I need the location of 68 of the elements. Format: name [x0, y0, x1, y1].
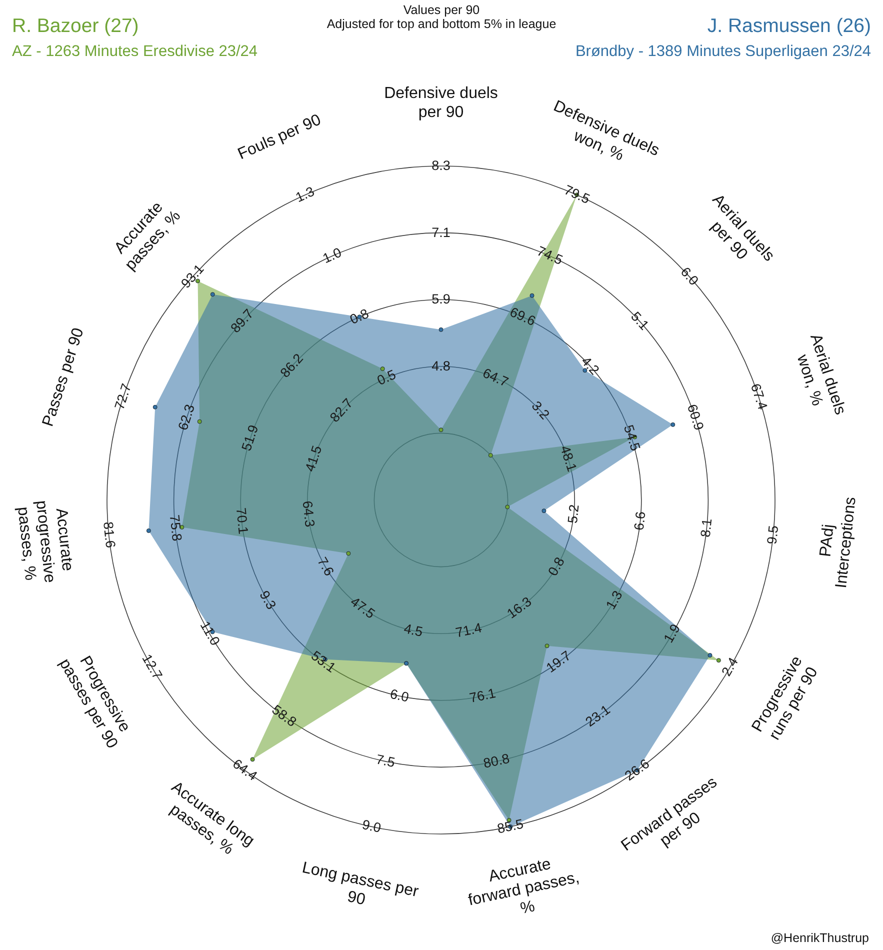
text: 4.5	[402, 620, 424, 640]
text: AZ - 1263 Minutes Eresdivise 23/24	[12, 43, 258, 60]
text: 85.5	[496, 816, 525, 836]
spoke-label: Passes per 90	[40, 326, 88, 429]
text: 53.1	[308, 648, 339, 676]
text: Brøndby - 1389 Minutes Superligaen 23/24	[575, 43, 872, 60]
text: 0.8	[348, 306, 371, 328]
text: 0.8	[545, 554, 568, 578]
text: 76.1	[468, 685, 497, 706]
text: 26.6	[622, 756, 652, 784]
text: 6.0	[388, 686, 410, 705]
text: 4.8	[432, 358, 450, 374]
text: 1.0	[320, 244, 344, 266]
text: 9.3	[256, 588, 280, 612]
text: 93.1	[178, 261, 207, 291]
text: 64.7	[480, 365, 511, 390]
text: 71.4	[454, 620, 484, 640]
text: 75.8	[166, 514, 185, 542]
text: 6.6	[631, 510, 648, 532]
text: 58.8	[269, 702, 300, 730]
text: 54.5	[620, 423, 644, 453]
text: 6.0	[678, 264, 702, 288]
text: @HenrikThustrup	[770, 931, 870, 945]
text: 1.9	[660, 621, 684, 646]
chart-title: Values per 90	[403, 3, 480, 17]
chart-subtitle: Adjusted for top and bottom 5% in league	[326, 17, 556, 31]
text: 60.9	[684, 402, 707, 432]
text: 5.1	[628, 308, 652, 333]
text: 7.6	[314, 554, 337, 578]
text: 16.3	[504, 594, 534, 622]
spoke-label: Aerial duels won, %	[792, 332, 849, 417]
text: 72.7	[112, 382, 134, 412]
text: 23.1	[582, 702, 613, 730]
text: 5.2	[564, 504, 582, 524]
text: J. Rasmussen (26)	[707, 15, 871, 37]
spoke-label: Long passes per 90	[300, 859, 421, 909]
text: 47.5	[348, 594, 378, 622]
text: R. Bazoer (27)	[12, 15, 139, 37]
text: 74.5	[534, 243, 565, 268]
spoke-label: Defensive duels per 90	[384, 85, 498, 122]
text: 67.4	[748, 382, 770, 412]
text: 19.7	[543, 648, 574, 676]
text: 62.3	[175, 402, 198, 432]
text: 81.6	[100, 521, 118, 549]
text: 64.4	[230, 756, 260, 784]
text: 51.9	[238, 423, 262, 453]
text: 8.1	[698, 518, 715, 538]
text: 69.6	[508, 304, 538, 329]
text: 12.7	[139, 652, 166, 682]
text: 70.1	[233, 507, 252, 535]
text: 41.5	[302, 444, 325, 474]
text: 4.2	[578, 354, 602, 378]
text: 48.1	[557, 444, 580, 474]
text: 0.5	[374, 366, 398, 388]
text: 2.4	[718, 654, 742, 679]
spoke-label: Fouls per 90	[235, 111, 324, 164]
spoke-label: Accurate progressive passes, %	[14, 500, 76, 584]
text: 1.3	[602, 588, 626, 612]
text: 3.2	[528, 398, 553, 422]
spoke-label: Accurate forward passes, %	[466, 856, 581, 918]
text: 80.8	[482, 750, 511, 771]
text: 79.5	[562, 182, 592, 207]
text: 1.3	[293, 184, 317, 206]
text: 9.0	[360, 816, 382, 836]
spoke-label: PAdj Interceptions	[817, 496, 860, 590]
text: 9.5	[764, 524, 782, 545]
text: 64.3	[300, 500, 318, 528]
text: 7.5	[374, 752, 396, 770]
